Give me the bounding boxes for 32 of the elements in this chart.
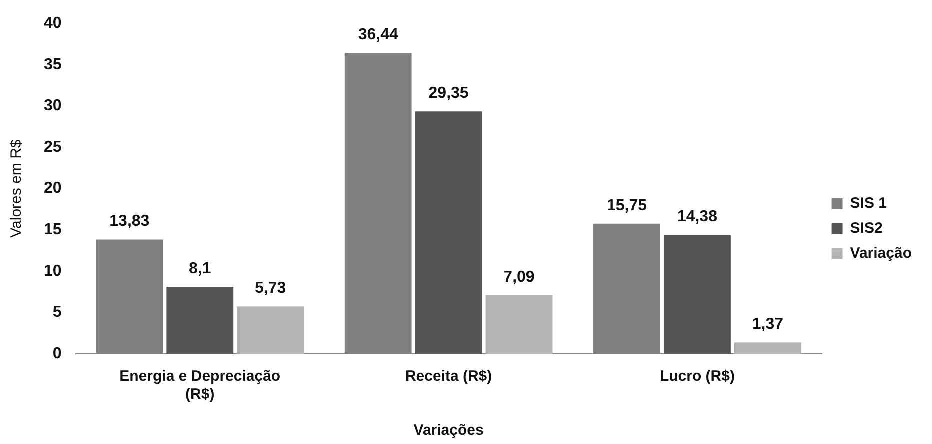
bar: [415, 112, 482, 354]
bar: [486, 295, 553, 354]
y-tick-label: 15: [44, 222, 62, 239]
y-axis-title: Valores em R$: [8, 139, 26, 238]
bar: [237, 306, 304, 354]
x-tick-label: Receita (R$): [405, 368, 492, 386]
data-label: 1,37: [752, 316, 784, 334]
data-label: 8,1: [189, 260, 212, 278]
y-tick-label: 35: [44, 56, 62, 74]
bar: [664, 235, 731, 354]
y-tick-label: 25: [44, 138, 62, 156]
data-label: 15,75: [606, 197, 648, 214]
legend-label: SIS 1: [850, 195, 887, 212]
x-tick-label: Lucro (R$): [660, 368, 735, 386]
y-tick-label: 0: [52, 345, 62, 362]
y-tick-label: 20: [44, 180, 62, 198]
y-tick-label: 10: [44, 262, 62, 280]
y-tick-label: 5: [52, 304, 62, 322]
data-label: 13,83: [110, 213, 150, 230]
bar: [734, 342, 802, 354]
data-label: 5,73: [255, 280, 286, 298]
data-label: 36,44: [358, 26, 398, 44]
x-axis-title: Variações: [414, 422, 484, 440]
x-tick-label: Energia e Depreciação (R$): [120, 368, 281, 404]
data-label: 7,09: [504, 268, 535, 286]
y-tick-label: 40: [44, 15, 62, 32]
data-label: 29,35: [428, 84, 469, 102]
legend-label: SIS2: [850, 220, 883, 238]
legend-label: Variação: [850, 245, 912, 262]
bar: [166, 287, 234, 354]
data-label: 14,38: [677, 208, 718, 226]
y-tick-label: 30: [44, 98, 62, 115]
